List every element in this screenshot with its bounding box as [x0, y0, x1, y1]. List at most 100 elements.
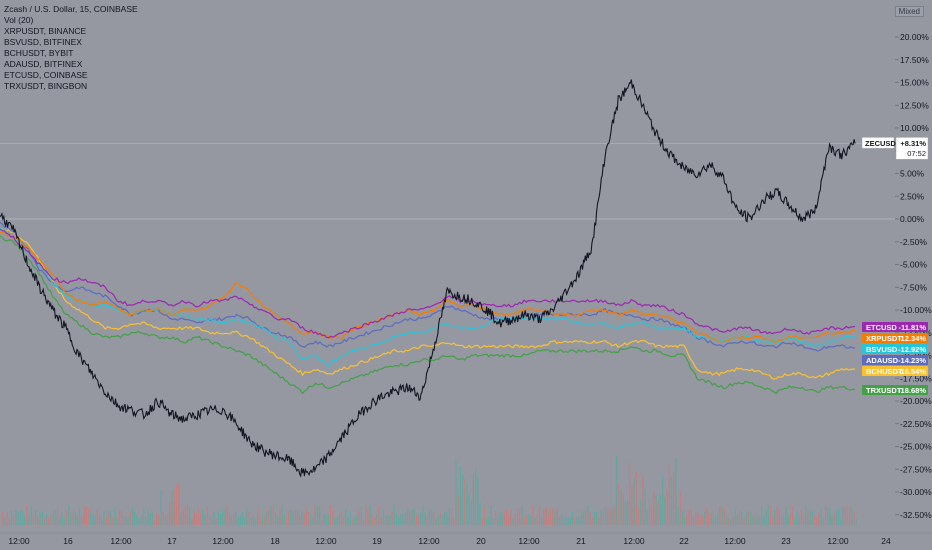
volume-bar — [94, 515, 96, 525]
legend-overlay[interactable]: ETCUSD, COINBASE — [4, 70, 88, 80]
volume-bar — [574, 517, 576, 525]
volume-bar — [525, 514, 527, 525]
volume-bar — [444, 512, 446, 525]
volume-bar — [230, 516, 233, 525]
volume-bar — [745, 512, 747, 525]
y-tick-label: 5.00% — [900, 169, 925, 179]
legend-main[interactable]: Zcash / U.S. Dollar, 15, COINBASE — [4, 4, 138, 14]
volume-bar — [512, 518, 514, 525]
y-tick-label: 0.00% — [900, 214, 925, 224]
volume-bar — [587, 505, 589, 525]
volume-bar — [65, 509, 68, 525]
volume-bar — [340, 511, 343, 525]
y-tick-label: -12.50% — [900, 328, 932, 338]
y-tick-label: -27.50% — [900, 464, 932, 474]
legend-overlay[interactable]: BSVUSD, BITFINEX — [4, 37, 82, 47]
volume-bar — [204, 513, 206, 525]
volume-bar — [26, 505, 28, 525]
volume-bar — [365, 505, 367, 525]
volume-bar — [125, 516, 127, 525]
volume-bar — [787, 514, 789, 525]
volume-bar — [140, 515, 142, 525]
volume-bar — [87, 508, 90, 525]
legend-vol[interactable]: Vol (20) — [4, 15, 34, 25]
tag-value: -11.81% — [898, 323, 926, 332]
volume-bar — [41, 511, 43, 525]
volume-bar — [780, 514, 783, 525]
tag-value: -12.92% — [898, 345, 926, 354]
legend-overlay[interactable]: BCHUSDT, BYBIT — [4, 48, 74, 58]
legend-overlay[interactable]: TRXUSDT, BINGBON — [4, 81, 88, 91]
volume-bar — [824, 506, 827, 525]
volume-bar — [384, 515, 387, 525]
volume-bar — [409, 511, 411, 525]
volume-bar — [503, 511, 505, 525]
volume-bar — [497, 517, 499, 525]
volume-bar — [508, 514, 510, 525]
volume-bar — [294, 509, 296, 525]
volume-bar — [332, 510, 334, 525]
x-tick-label: 16 — [63, 536, 73, 546]
volume-bar — [481, 518, 483, 525]
price-tag-symbol-box — [861, 137, 895, 149]
volume-bar — [708, 513, 710, 525]
legend-overlay[interactable]: ADAUSD, BITFINEX — [4, 59, 83, 69]
volume-bar — [303, 513, 305, 525]
volume-bar — [21, 511, 24, 525]
volume-bar — [338, 514, 340, 525]
volume-bar — [336, 516, 338, 525]
volume-bar — [789, 514, 791, 525]
volume-bar — [354, 517, 356, 525]
volume-bar — [778, 508, 780, 525]
volume-bar — [580, 510, 582, 525]
volume-bar — [171, 490, 173, 525]
volume-bar — [237, 516, 239, 525]
volume-bar — [622, 492, 624, 525]
volume-bar — [822, 518, 824, 525]
volume-bar — [252, 515, 255, 525]
series-line-bchusdt — [0, 227, 855, 380]
y-tick-label: 2.50% — [900, 191, 925, 201]
volume-bar — [8, 517, 10, 525]
volume-bar — [620, 490, 622, 525]
volume-bar — [750, 511, 752, 525]
legend-overlay[interactable]: XRPUSDT, BINANCE — [4, 26, 87, 36]
volume-bar — [263, 515, 266, 525]
volume-bar — [816, 517, 818, 525]
tag-symbol: ADAUSD — [866, 356, 899, 365]
volume-bar — [360, 506, 362, 525]
volume-bar — [380, 516, 382, 525]
volume-bar — [604, 506, 607, 525]
scale-mode-button[interactable]: Mixed — [894, 6, 924, 17]
volume-bar — [321, 517, 323, 525]
volume-bar — [558, 517, 560, 525]
volume-bar — [483, 506, 486, 525]
volume-bar — [162, 511, 164, 525]
volume-bar — [83, 506, 85, 525]
volume-bar — [675, 458, 677, 525]
volume-bar — [585, 510, 587, 525]
volume-bar — [92, 514, 94, 525]
volume-bar — [453, 517, 455, 525]
volume-bar — [769, 505, 772, 525]
volume-bar — [494, 511, 497, 525]
volume-bar — [85, 506, 87, 525]
volume-bar — [277, 516, 279, 525]
volume-bar — [347, 517, 349, 525]
volume-bar — [846, 505, 849, 525]
volume-bar — [611, 508, 613, 525]
volume-bar — [602, 507, 604, 525]
volume-bar — [184, 506, 186, 525]
volume-bar — [323, 514, 325, 525]
volume-bar — [677, 507, 679, 525]
volume-bar — [274, 513, 277, 525]
volume-bar — [717, 513, 719, 525]
volume-bar — [312, 517, 314, 525]
volume-bar — [774, 509, 776, 525]
y-tick-label: 20.00% — [900, 32, 929, 42]
x-tick-label: 12:00 — [110, 536, 132, 546]
volume-bar — [325, 515, 327, 525]
volume-bar — [63, 518, 65, 525]
volume-bar — [855, 518, 857, 525]
